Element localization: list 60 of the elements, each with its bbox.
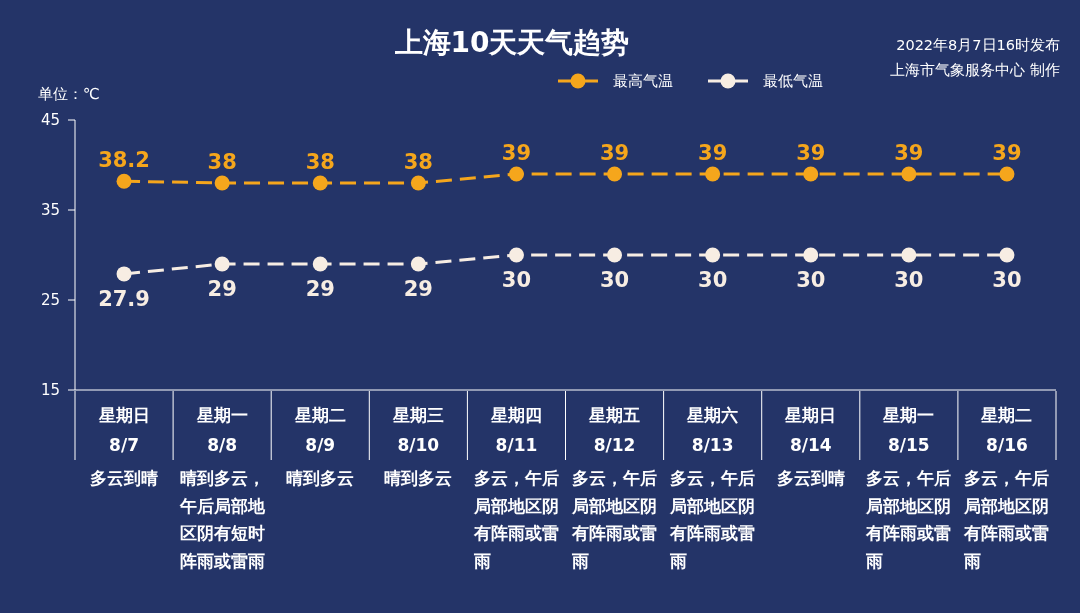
point [116, 173, 132, 189]
x-tick-label: 星期四 8/11 多云，午后局部地区阴有阵雨或雷雨 [472, 405, 559, 571]
data-label: 38 [305, 150, 335, 174]
y-axis-title: 单位：℃ [38, 85, 100, 103]
data-label: 30 [599, 268, 630, 292]
point [214, 256, 230, 272]
point [901, 247, 917, 263]
data-label: 30 [796, 268, 826, 292]
point [803, 247, 819, 263]
point [508, 247, 524, 263]
x-tick-label: 星期三 8/10 晴到多云 [384, 405, 453, 488]
point [607, 247, 623, 263]
data-label: 30 [698, 268, 728, 292]
point [999, 166, 1015, 182]
point [803, 166, 819, 182]
data-label: 39 [796, 141, 826, 165]
point [214, 175, 230, 191]
x-tick-label: 星期一 8/15 多云，午后局部地区阴有阵雨或雷雨 [865, 405, 952, 571]
data-label: 39 [698, 141, 728, 165]
data-label: 38 [403, 150, 433, 174]
point [999, 247, 1015, 263]
data-label: 38.2 [98, 148, 150, 173]
y-tick-label: 45 [40, 111, 60, 129]
point [410, 175, 426, 191]
text: 上海市气象服务中心 制作 [890, 62, 1060, 78]
x-tick-label: 星期六 8/13 多云，午后局部地区阴有阵雨或雷雨 [669, 405, 756, 571]
y-tick-label: 35 [40, 201, 60, 219]
x-tick-label: 星期五 8/12 多云，午后局部地区阴有阵雨或雷雨 [571, 405, 658, 571]
data-label: 39 [894, 141, 924, 165]
y-tick-label: 15 [40, 381, 60, 399]
data-label: 29 [207, 277, 237, 301]
x-tick-label: 星期二 8/16 多云，午后局部地区阴有阵雨或雷雨 [963, 405, 1050, 571]
point [508, 166, 524, 182]
point [312, 256, 328, 272]
point [901, 166, 917, 182]
x-tick-label: 星期日 8/7 多云到晴 [90, 405, 159, 488]
point [705, 166, 721, 182]
point [312, 175, 328, 191]
data-label: 30 [992, 268, 1022, 292]
data-label: 39 [992, 141, 1022, 165]
point [607, 166, 623, 182]
data-label: 30 [501, 268, 532, 292]
legend-label: 最高气温 [613, 72, 673, 90]
x-tick-label: 星期二 8/9 晴到多云 [286, 405, 355, 488]
data-label: 38 [207, 150, 237, 174]
chart-title: 上海10天天气趋势 [393, 26, 630, 59]
data-label: 30 [894, 268, 924, 292]
point [410, 256, 426, 272]
point [116, 266, 132, 282]
text: 2022年8月7日16时发布 [896, 37, 1060, 53]
x-tick-label: 星期日 8/14 多云到晴 [776, 405, 845, 488]
y-tick-label: 25 [40, 291, 60, 309]
data-label: 29 [403, 277, 433, 301]
data-label: 29 [305, 277, 335, 301]
data-label: 39 [599, 141, 630, 165]
data-label: 39 [501, 141, 532, 165]
data-label: 27.9 [98, 286, 150, 311]
legend-label: 最低气温 [763, 72, 823, 90]
x-tick-label: 星期一 8/8 晴到多云，午后局部地区阴有短时阵雨或雷雨 [178, 405, 266, 571]
point [705, 247, 721, 263]
